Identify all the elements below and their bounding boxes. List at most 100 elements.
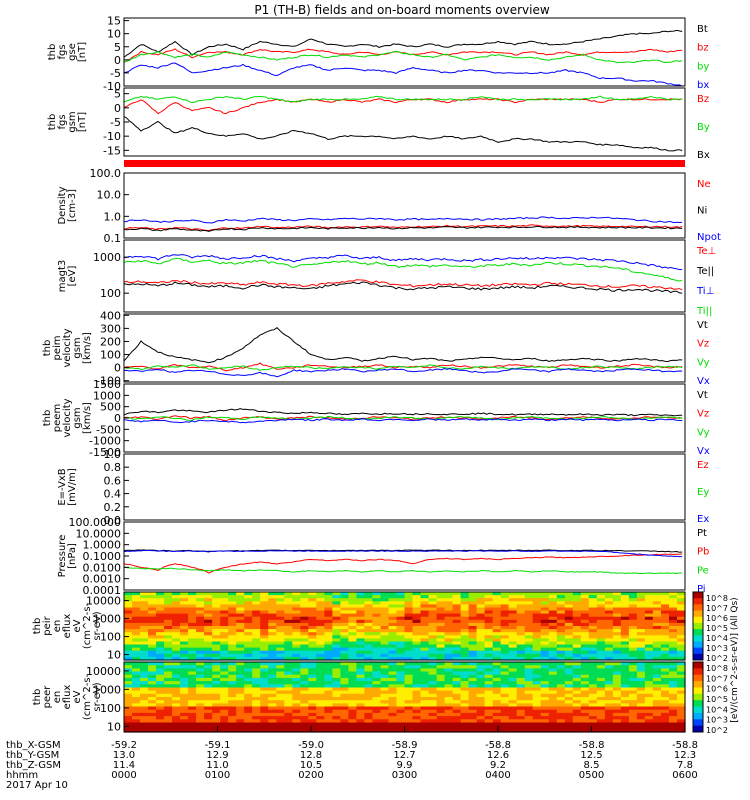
heat-cell — [388, 616, 398, 621]
heat-cell — [428, 674, 438, 679]
heat-cell — [164, 626, 173, 630]
heat-cell — [572, 697, 582, 701]
heat-cell — [156, 647, 165, 652]
heat-cell — [500, 638, 510, 643]
panel-frame — [123, 239, 686, 313]
heat-cell — [428, 719, 438, 724]
heat-cell — [300, 671, 309, 676]
heat-cell — [436, 644, 446, 649]
heat-cell — [140, 622, 149, 627]
heat-cell — [324, 687, 333, 692]
heat-cell — [636, 644, 646, 649]
heat-cell — [677, 613, 686, 618]
heat-cell — [332, 719, 341, 724]
heat-cell — [652, 613, 662, 618]
heat-cell — [612, 601, 622, 605]
heat-cell — [236, 598, 245, 602]
heat-cell — [484, 595, 494, 599]
ephem-value: 0100 — [205, 770, 230, 781]
heat-cell — [628, 716, 638, 720]
heat-cell — [124, 674, 133, 679]
heat-cell — [620, 728, 630, 733]
heat-cell — [404, 665, 414, 669]
heat-cell — [588, 662, 598, 666]
ephem-row-label: hhmm — [6, 770, 38, 781]
heat-cell — [204, 626, 213, 630]
heat-cell — [444, 681, 454, 685]
heat-cell — [260, 687, 269, 692]
heat-cell — [508, 619, 518, 624]
heat-cell — [484, 613, 494, 618]
heat-cell — [452, 703, 462, 708]
heat-cell — [140, 610, 149, 615]
heat-cell — [220, 706, 229, 711]
heat-cell — [580, 644, 590, 649]
heat-cell — [548, 622, 558, 627]
heat-cell — [380, 653, 390, 658]
heat-cell — [628, 626, 638, 630]
heat-cell — [500, 656, 510, 661]
heat-cell — [596, 592, 606, 596]
heat-cell — [220, 716, 229, 720]
heat-cell — [212, 644, 221, 649]
heat-cell — [132, 687, 141, 692]
heat-cell — [372, 653, 381, 658]
heat-cell — [196, 650, 205, 655]
heat-cell — [364, 616, 373, 621]
y-tick-label: 0.2 — [104, 501, 122, 514]
heat-cell — [396, 703, 406, 708]
heat-cell — [636, 725, 646, 730]
heat-cell — [164, 712, 173, 717]
heat-cell — [548, 697, 558, 701]
heat-cell — [556, 598, 566, 602]
heat-cell — [572, 684, 582, 689]
heat-cell — [340, 607, 349, 612]
heat-cell — [380, 626, 390, 630]
heat-cell — [620, 719, 630, 724]
heat-cell — [140, 619, 149, 624]
heat-cell — [620, 671, 630, 676]
heat-cell — [572, 598, 582, 602]
heat-cell — [580, 693, 590, 698]
heat-cell — [484, 653, 494, 658]
heat-cell — [460, 638, 470, 643]
heat-cell — [500, 650, 510, 655]
heat-cell — [572, 644, 582, 649]
heat-cell — [164, 674, 173, 679]
heat-cell — [388, 706, 398, 711]
heat-cell — [124, 619, 133, 624]
heat-cell — [596, 616, 606, 621]
heat-cell — [580, 629, 590, 633]
heat-cell — [460, 598, 470, 602]
heat-cell — [324, 662, 333, 666]
heat-cell — [372, 647, 381, 652]
heat-cell — [268, 598, 277, 602]
heat-cell — [188, 616, 197, 621]
heat-cell — [260, 674, 269, 679]
heat-cell — [156, 598, 165, 602]
heat-cell — [284, 592, 293, 596]
heat-cell — [524, 610, 534, 615]
heat-cell — [348, 601, 357, 605]
heat-cell — [572, 671, 582, 676]
heat-cell — [220, 719, 229, 724]
heat-cell — [420, 635, 430, 639]
heat-cell — [612, 635, 622, 639]
heat-cell — [652, 626, 662, 630]
heat-cell — [628, 665, 638, 669]
heat-cell — [444, 592, 454, 596]
heat-cell — [196, 604, 205, 609]
heat-cell — [620, 725, 630, 730]
heat-cell — [156, 613, 165, 618]
heat-cell — [468, 728, 478, 733]
heat-cell — [572, 638, 582, 643]
y-tick-label: 1.0 — [104, 448, 122, 461]
heat-cell — [196, 610, 205, 615]
heat-cell — [380, 607, 390, 612]
heat-cell — [132, 601, 141, 605]
heat-cell — [540, 610, 550, 615]
heat-cell — [677, 598, 686, 602]
heat-cell — [316, 638, 325, 643]
y-tick-label: 0 — [114, 412, 121, 425]
heat-cell — [332, 722, 341, 727]
